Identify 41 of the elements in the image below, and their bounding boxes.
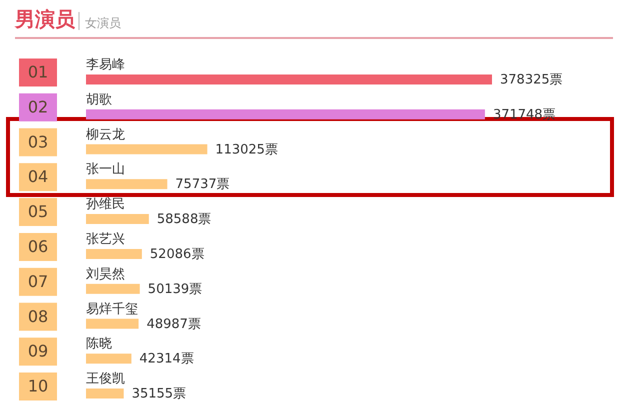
data-label: 35155票	[132, 386, 186, 402]
y-tick-label: 刘昊然	[86, 266, 125, 282]
text: 06	[28, 236, 48, 256]
data-label: 113025票	[215, 142, 278, 158]
data-label: 75737票	[175, 177, 230, 192]
y-tick-label: 易烊千玺	[86, 302, 138, 317]
y-tick-label: 胡歌	[86, 92, 112, 108]
bar	[86, 248, 142, 259]
data-label: 52086票	[150, 246, 204, 262]
data-label: 42314票	[139, 352, 194, 367]
bar	[86, 144, 208, 154]
text: 02	[28, 97, 48, 116]
bar	[86, 74, 492, 84]
y-tick-label: 柳云龙	[86, 127, 125, 142]
y-tick-label: 李易峰	[86, 57, 125, 72]
text: 08	[28, 306, 48, 326]
text: 10	[28, 376, 48, 396]
y-tick-label: 孙维民	[86, 197, 125, 212]
text: 09	[28, 342, 48, 361]
y-tick-label: 张一山	[86, 162, 125, 178]
chart-subtitle: 女演员	[85, 16, 121, 30]
y-tick-label: 王俊凯	[86, 372, 125, 387]
bar	[86, 284, 140, 294]
data-label: 378325票	[500, 72, 563, 88]
text: 03	[28, 132, 48, 152]
y-tick-label: 陈晓	[86, 336, 112, 352]
chart-title: 男演员	[14, 7, 76, 31]
bar	[86, 318, 139, 329]
bar	[86, 354, 132, 364]
bar	[86, 109, 485, 120]
data-label: 58588票	[156, 212, 212, 228]
text: 04	[28, 167, 48, 186]
data-label: 50139票	[148, 282, 202, 297]
data-label: 48987票	[146, 316, 201, 332]
bar	[86, 388, 124, 399]
text: 07	[28, 272, 48, 291]
text: 05	[28, 202, 48, 222]
y-tick-label: 张艺兴	[86, 232, 125, 247]
bar	[86, 179, 168, 190]
text: 01	[28, 62, 48, 82]
bar	[86, 214, 149, 224]
